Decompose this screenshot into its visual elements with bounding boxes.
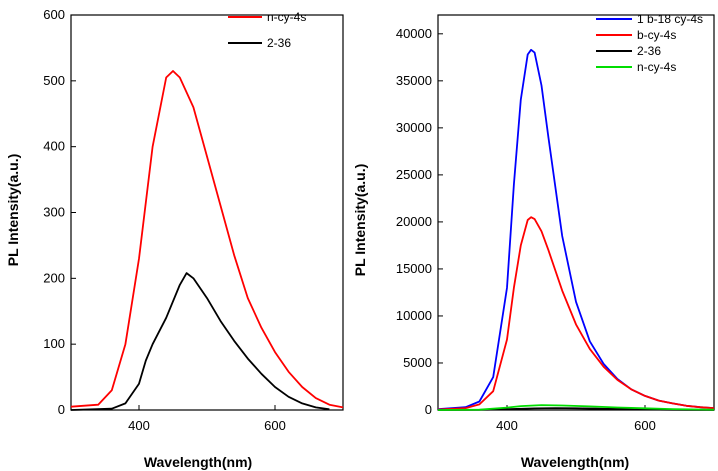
right-legend-label-3: n-cy-4s bbox=[637, 60, 676, 74]
left-legend: n-cy-4s 2-36 bbox=[228, 10, 306, 50]
left-plot-frame bbox=[70, 14, 344, 411]
right-plot-area: 0 5000 10000 15000 20000 25000 30000 35000 40000… bbox=[396, 14, 715, 433]
left-x-axis-label: Wavelength(nm) bbox=[144, 454, 252, 470]
right-y-tick-label-5: 25000 bbox=[396, 167, 432, 182]
right-legend-label-1: b-cy-4s bbox=[637, 28, 676, 42]
right-y-tick-label-7: 35000 bbox=[396, 73, 432, 88]
right-x-axis-label: Wavelength(nm) bbox=[521, 454, 629, 470]
right-series-line-0 bbox=[437, 48, 715, 410]
right-y-tick-label-4: 20000 bbox=[396, 214, 432, 229]
right-x-tick-label-0: 400 bbox=[496, 418, 518, 433]
right-legend: 1 b-18 cy-4s b-cy-4s 2-36 n-cy-4s bbox=[596, 12, 703, 74]
left-y-tick-label-0: 0 bbox=[58, 402, 65, 417]
left-y-tick-label-3: 300 bbox=[43, 205, 65, 220]
left-legend-label-1: 2-36 bbox=[267, 36, 291, 50]
right-series-line-3 bbox=[437, 404, 715, 411]
left-y-axis-label: PL Intensity(a.u.) bbox=[5, 154, 21, 267]
left-y-tick-label-2: 200 bbox=[43, 270, 65, 285]
left-y-tick-label-1: 100 bbox=[43, 336, 65, 351]
left-series-line-1 bbox=[70, 272, 330, 411]
right-legend-label-0: 1 b-18 cy-4s bbox=[637, 12, 703, 26]
right-x-tick-label-1: 600 bbox=[634, 418, 656, 433]
left-chart: 0 100 200 300 400 500 600 400 600 Wavelength(nm)… bbox=[5, 7, 344, 470]
left-x-tick-label-1: 600 bbox=[264, 418, 286, 433]
left-y-tick-label-4: 400 bbox=[43, 139, 65, 154]
right-y-tick-label-3: 15000 bbox=[396, 261, 432, 276]
left-y-tick-label-5: 500 bbox=[43, 73, 65, 88]
left-y-tick-label-6: 600 bbox=[43, 7, 65, 22]
left-plot-area: 0 100 200 300 400 500 600 400 600 bbox=[43, 7, 344, 433]
right-legend-label-2: 2-36 bbox=[637, 44, 661, 58]
right-y-tick-label-0: 0 bbox=[425, 402, 432, 417]
right-y-axis-label: PL Intensity(a.u.) bbox=[352, 164, 368, 277]
right-plot-frame bbox=[437, 14, 715, 411]
left-series-line-0 bbox=[70, 70, 344, 409]
right-chart: 0 5000 10000 15000 20000 25000 30000 35000 40000… bbox=[352, 12, 715, 470]
right-y-tick-label-1: 5000 bbox=[403, 355, 432, 370]
right-y-tick-label-6: 30000 bbox=[396, 120, 432, 135]
left-x-tick-label-0: 400 bbox=[128, 418, 150, 433]
left-legend-label-0: n-cy-4s bbox=[267, 10, 306, 24]
right-y-tick-label-2: 10000 bbox=[396, 308, 432, 323]
right-y-tick-label-8: 40000 bbox=[396, 26, 432, 41]
right-series-line-1 bbox=[437, 216, 715, 411]
